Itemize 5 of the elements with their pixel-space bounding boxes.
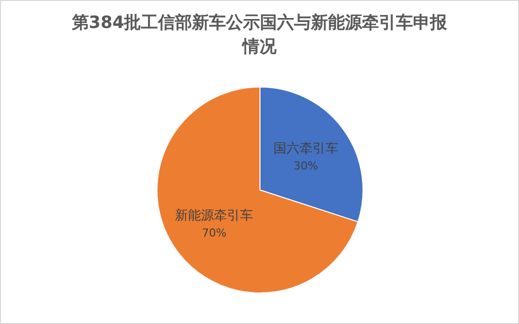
slice-label: 新能源牵引车 xyxy=(175,208,254,224)
chart-title: 第384批工信部新车公示国六与新能源牵引车申报情况 xyxy=(70,13,448,57)
data-label: 30% xyxy=(294,160,318,173)
data-label: 70% xyxy=(202,226,226,240)
slice-label: 国六牵引车 xyxy=(273,142,338,157)
